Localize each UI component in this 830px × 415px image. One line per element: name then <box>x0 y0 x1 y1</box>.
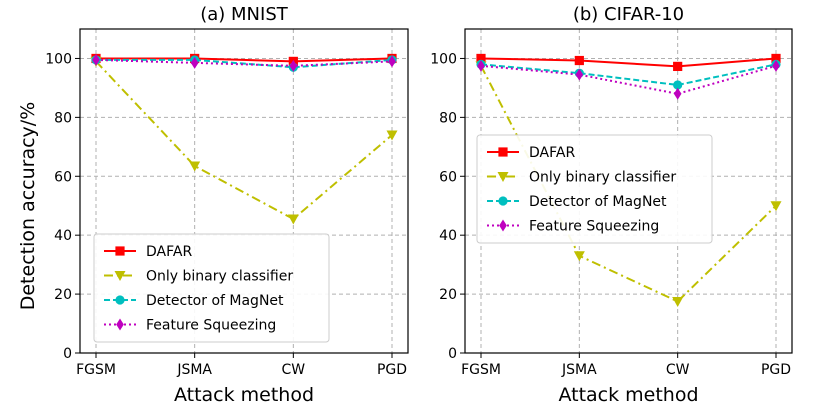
series-only-binary-classifier <box>91 57 398 225</box>
data-point <box>672 297 683 307</box>
y-tick-label: 60 <box>439 169 457 185</box>
data-point <box>574 251 585 261</box>
legend-label: Detector of MagNet <box>146 293 284 309</box>
legend-marker <box>498 147 507 156</box>
legend-label: Feature Squeezing <box>529 219 659 235</box>
x-tick-label: JSMA <box>176 362 212 378</box>
y-tick-label: 20 <box>54 287 72 303</box>
x-tick-label: CW <box>282 362 306 378</box>
data-point <box>674 88 682 100</box>
y-tick-label: 60 <box>54 169 72 185</box>
legend-label: Only binary classifier <box>529 170 676 186</box>
legend-label: Only binary classifier <box>146 269 293 285</box>
y-tick-label: 0 <box>63 346 72 362</box>
data-point <box>771 201 782 211</box>
legend: DAFAR Only binary classifier Detector of M… <box>477 135 712 243</box>
x-tick-label: PGD <box>377 362 407 378</box>
series-line <box>481 58 776 66</box>
legend: DAFAR Only binary classifier Detector of M… <box>94 234 329 342</box>
legend-label: Detector of MagNet <box>529 194 667 210</box>
data-point <box>575 56 584 65</box>
legend-label: Feature Squeezing <box>146 318 276 334</box>
chart-panel-2: 0 20 40 60 80 100 FGSM JSMA CW PGD (b) CIFAR-10 Att… <box>430 4 792 406</box>
legend-marker <box>115 246 124 255</box>
series-line <box>96 61 392 219</box>
data-point <box>288 214 299 224</box>
legend-marker <box>115 295 124 304</box>
data-point <box>673 62 682 71</box>
y-axis-title: Detection accuracy/% <box>17 102 39 311</box>
series-line <box>481 64 776 85</box>
chart-panel-1: 0 20 40 60 80 100 FGSM JSMA CW PGD (a) MNIST Attack… <box>45 4 408 406</box>
chart-title: (a) MNIST <box>200 4 289 25</box>
y-tick-label: 80 <box>439 110 457 126</box>
y-tick-label: 0 <box>448 346 457 362</box>
y-tick-label: 80 <box>54 110 72 126</box>
x-tick-label: PGD <box>761 362 791 378</box>
x-tick-label: FGSM <box>76 362 116 378</box>
legend-label: DAFAR <box>146 244 192 260</box>
chart-title: (b) CIFAR-10 <box>573 4 684 25</box>
data-point <box>387 131 398 141</box>
x-axis-title: Attack method <box>558 384 698 406</box>
x-tick-label: FGSM <box>461 362 501 378</box>
legend-marker <box>498 196 507 205</box>
y-tick-label: 100 <box>430 51 457 67</box>
x-tick-label: CW <box>666 362 690 378</box>
y-tick-label: 20 <box>439 287 457 303</box>
y-tick-label: 40 <box>54 228 72 244</box>
x-tick-label: JSMA <box>561 362 597 378</box>
data-point <box>189 161 200 171</box>
legend-label: DAFAR <box>529 145 575 161</box>
x-axis-title: Attack method <box>174 384 314 406</box>
y-tick-label: 40 <box>439 228 457 244</box>
y-tick-label: 100 <box>45 51 72 67</box>
